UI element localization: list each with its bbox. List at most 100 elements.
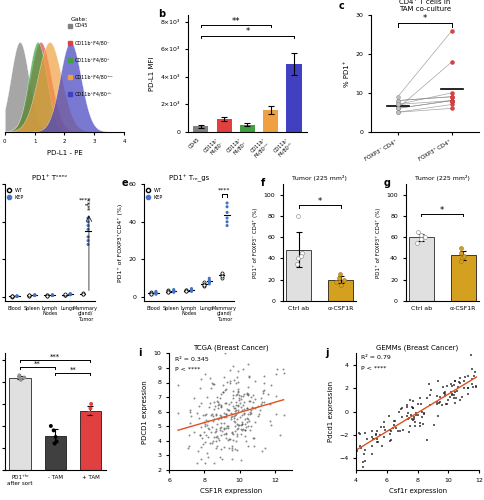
Point — [197, 456, 205, 464]
Point — [66, 290, 74, 298]
Point — [220, 430, 227, 438]
Point — [252, 396, 259, 404]
Point — [230, 414, 238, 422]
Point — [257, 406, 264, 414]
Bar — [287, 64, 302, 132]
Point — [233, 446, 241, 454]
Point — [231, 408, 239, 416]
Point — [223, 199, 231, 207]
Point — [245, 372, 253, 380]
Point — [242, 424, 250, 432]
Point — [202, 416, 210, 424]
Point — [152, 290, 160, 298]
Point — [357, 442, 364, 450]
Point — [440, 390, 448, 398]
Point — [47, 422, 55, 430]
Point — [361, 428, 368, 436]
Point — [228, 444, 236, 452]
Point — [31, 291, 39, 299]
Point — [260, 386, 268, 394]
Point — [205, 278, 213, 286]
Point — [50, 426, 58, 434]
Point — [251, 418, 259, 426]
Point — [242, 436, 250, 444]
Point — [208, 423, 216, 431]
Point — [222, 385, 230, 393]
Point — [241, 432, 249, 440]
Point — [48, 291, 56, 299]
Point — [48, 291, 56, 299]
Point — [211, 405, 218, 413]
Point — [204, 453, 212, 461]
Point — [205, 280, 213, 288]
Point — [448, 92, 456, 100]
Point — [229, 436, 237, 444]
Point — [244, 422, 252, 430]
Bar — [240, 125, 255, 132]
Point — [48, 292, 56, 300]
Point — [439, 382, 447, 390]
Point — [212, 437, 220, 445]
Point — [458, 393, 466, 401]
Point — [443, 382, 451, 390]
Point — [256, 410, 263, 418]
Point — [216, 394, 224, 402]
Point — [452, 394, 460, 402]
Point — [332, 278, 340, 285]
Point — [246, 426, 254, 434]
Point — [221, 424, 228, 432]
Point — [188, 288, 196, 296]
Text: e: e — [121, 178, 128, 188]
Point — [61, 290, 69, 298]
Point — [448, 89, 456, 97]
Point — [84, 226, 92, 234]
Point — [212, 402, 219, 409]
Point — [238, 406, 245, 414]
Point — [442, 400, 450, 408]
Point — [243, 360, 251, 368]
Point — [450, 381, 458, 389]
Point — [227, 398, 235, 406]
Point — [227, 436, 234, 444]
Point — [412, 411, 420, 419]
Point — [241, 390, 248, 398]
Point — [220, 373, 228, 381]
Point — [420, 410, 427, 418]
Point — [294, 212, 302, 220]
Point — [190, 428, 197, 436]
Point — [458, 254, 466, 262]
Point — [228, 454, 236, 462]
Point — [201, 370, 209, 378]
Point — [165, 288, 172, 296]
Point — [340, 276, 348, 283]
Point — [84, 240, 92, 248]
Point — [394, 100, 402, 108]
Point — [8, 292, 15, 300]
Point — [243, 390, 251, 398]
Point — [234, 415, 242, 423]
Point — [264, 390, 272, 398]
Point — [208, 378, 215, 386]
Point — [398, 414, 406, 422]
Point — [408, 404, 416, 411]
Point — [436, 392, 443, 400]
Point — [210, 412, 217, 420]
Point — [182, 286, 190, 294]
Point — [257, 400, 265, 408]
Point — [199, 411, 207, 419]
Point — [408, 410, 415, 418]
Y-axis label: PD1⁺ of FOXP3⁻ CD4⁺ (%): PD1⁺ of FOXP3⁻ CD4⁺ (%) — [253, 208, 258, 278]
Point — [243, 418, 251, 426]
Point — [237, 456, 244, 464]
Point — [66, 290, 74, 298]
Point — [174, 409, 182, 417]
Point — [403, 412, 411, 420]
Point — [425, 380, 433, 388]
Point — [13, 292, 21, 300]
Point — [359, 458, 366, 466]
Point — [52, 433, 60, 441]
Point — [390, 420, 398, 428]
Point — [337, 281, 345, 289]
Text: b: b — [158, 9, 165, 19]
Text: j: j — [325, 348, 329, 358]
